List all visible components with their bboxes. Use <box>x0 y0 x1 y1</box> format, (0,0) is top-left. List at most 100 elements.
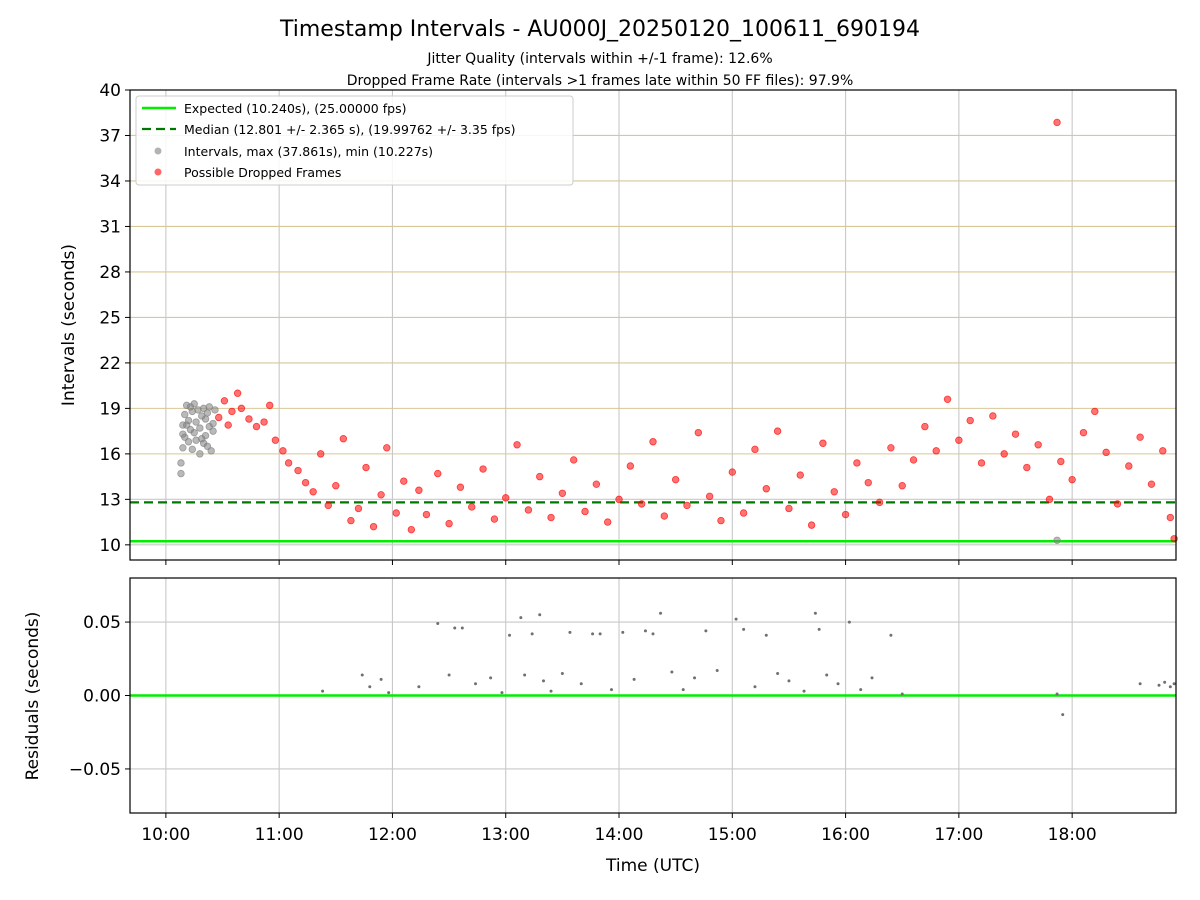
interval-point <box>184 416 193 425</box>
legend-median-label: Median (12.801 +/- 2.365 s), (19.99762 +… <box>184 122 515 137</box>
dropped-frame-point <box>547 513 555 522</box>
interval-point <box>1053 536 1061 544</box>
residual-point <box>900 692 904 696</box>
intervals-plot-frame <box>129 89 1177 561</box>
residual-point <box>643 629 647 633</box>
dropped-frame-point <box>1159 447 1167 455</box>
dropped-frame-point <box>536 472 544 481</box>
dropped-frame-point <box>977 459 986 467</box>
residual-point <box>621 630 625 634</box>
residual-point <box>753 685 757 689</box>
dropped-frame-point <box>354 504 363 513</box>
residual-point <box>659 611 663 615</box>
residual-point <box>693 676 697 680</box>
residual-point <box>764 633 768 637</box>
dropped-frame-point <box>347 516 355 525</box>
dropped-frame-point <box>490 515 499 523</box>
residual-point <box>1055 692 1059 696</box>
dropped-frame-point <box>316 450 325 458</box>
dropped-frame-point <box>479 465 487 473</box>
dropped-frame-point <box>558 489 567 497</box>
dropped-frame-point <box>1000 450 1008 458</box>
interval-point <box>196 450 204 458</box>
intervals-panel: 10 13 16 19 22 25 28 31 34 37 40 Intervals (second… <box>59 81 1178 565</box>
residual-point <box>1163 680 1167 684</box>
time-tick-label: 12:00 <box>368 825 417 845</box>
residual-point <box>825 673 829 677</box>
legend-expected-label: Expected (10.240s), (25.00000 fps) <box>184 101 406 116</box>
residual-point <box>681 688 685 692</box>
dropped-frame-point <box>422 510 431 519</box>
intervals-y-tick-label: 40 <box>99 81 121 101</box>
residual-point <box>632 677 636 681</box>
residual-point <box>360 673 364 677</box>
intervals-y-tick-label: 19 <box>99 399 121 419</box>
residual-point <box>1061 713 1065 717</box>
dropped-frame-point <box>407 525 416 534</box>
dropped-frame-point <box>1053 118 1061 127</box>
residuals-y-tick-label: 0.00 <box>83 687 121 707</box>
interval-point <box>203 409 212 417</box>
interval-point <box>209 419 217 428</box>
dropped-frame-point <box>1147 480 1156 488</box>
residual-point <box>715 669 719 673</box>
residual-point <box>1138 682 1142 686</box>
dropped-frame-point <box>592 480 601 488</box>
dropped-frame-point <box>400 477 408 485</box>
dropped-frame-point <box>955 436 963 444</box>
dropped-frame-point <box>785 504 793 513</box>
dropped-frame-point <box>671 475 680 484</box>
residual-point <box>417 685 421 689</box>
dropped-frame-point <box>524 506 533 514</box>
dropped-frame-point <box>875 498 884 507</box>
interval-point <box>188 445 197 454</box>
dropped-frame-point <box>1057 457 1065 466</box>
dropped-frame-point <box>717 516 725 525</box>
residuals-y-ticks: 0.05 0.00 −0.05 <box>69 613 130 780</box>
dropped-frame-point <box>392 509 400 517</box>
dropped-frame-point <box>751 445 759 454</box>
dropped-frame-point <box>1079 428 1088 437</box>
dropped-frame-point <box>705 492 714 501</box>
residual-point <box>474 682 478 686</box>
dropped-frame-point <box>224 421 232 429</box>
interval-point <box>190 400 198 408</box>
legend-dropped-swatch <box>154 168 162 176</box>
residual-point <box>802 689 806 693</box>
dropped-frame-point <box>864 478 872 487</box>
residual-point <box>704 629 708 633</box>
dropped-frame-point <box>215 413 223 422</box>
interval-point <box>201 415 210 423</box>
interval-point <box>190 428 198 437</box>
residual-point <box>460 626 464 630</box>
dropped-frame-point <box>332 482 340 490</box>
intervals-points <box>177 118 1178 544</box>
residuals-x-ticks: 10:00 11:00 12:00 13:00 14:00 15:00 16:00 17:00… <box>141 813 1097 845</box>
dropped-frame-point <box>739 509 748 517</box>
dropped-frame-point <box>434 469 442 478</box>
legend-intervals-label: Intervals, max (37.861s), min (10.227s) <box>184 144 433 159</box>
residual-point <box>591 632 595 636</box>
dropped-frame-point <box>1023 463 1031 472</box>
dropped-frame-point <box>637 500 646 508</box>
figure-title: Timestamp Intervals - AU000J_20250120_10… <box>279 17 920 42</box>
intervals-y-tick-label: 28 <box>99 263 121 283</box>
residual-point <box>568 630 572 634</box>
dropped-frame-point <box>1102 448 1110 457</box>
dropped-frame-point <box>228 407 236 416</box>
dropped-frame-point <box>887 444 895 452</box>
dropped-frame-point <box>943 395 952 403</box>
residual-point <box>387 691 391 695</box>
residual-point <box>817 627 821 631</box>
residual-point <box>489 676 493 680</box>
interval-point <box>209 427 217 435</box>
residual-point <box>859 688 863 692</box>
residual-point <box>447 673 451 677</box>
time-tick-label: 13:00 <box>481 825 530 845</box>
dropped-frame-point <box>683 501 691 510</box>
dropped-frame-point <box>339 435 348 443</box>
residual-point <box>541 679 545 683</box>
time-tick-label: 18:00 <box>1048 825 1097 845</box>
time-axis-label: Time (UTC) <box>605 856 700 876</box>
